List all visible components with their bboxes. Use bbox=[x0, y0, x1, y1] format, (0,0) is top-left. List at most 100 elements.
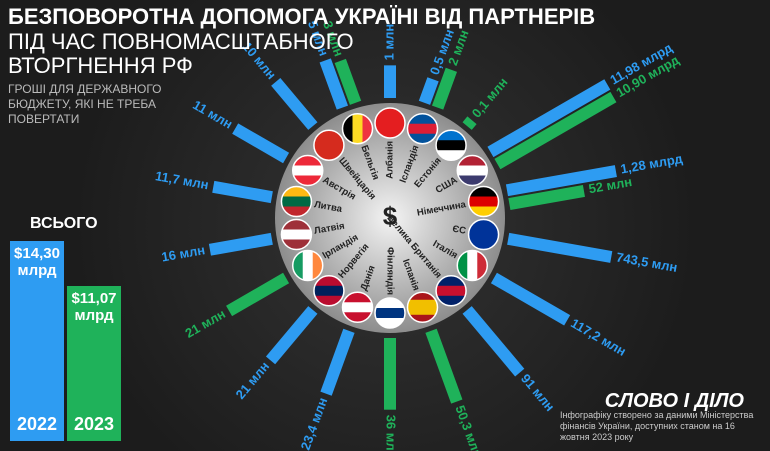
flag-stripe bbox=[436, 295, 467, 306]
flag-border bbox=[341, 291, 374, 324]
flag bbox=[375, 298, 405, 328]
description: ГРОШІ ДЛЯ ДЕРЖАВНОГО БЮДЖЕТУ, ЯКІ НЕ ТРЕ… bbox=[8, 82, 162, 126]
flag-stripe bbox=[407, 133, 438, 144]
flag bbox=[292, 155, 323, 186]
bar bbox=[418, 77, 439, 105]
flag bbox=[468, 219, 499, 250]
flag-border bbox=[341, 112, 374, 145]
flag-stripe bbox=[313, 285, 344, 297]
flag-stripe bbox=[313, 130, 344, 161]
bar bbox=[494, 91, 617, 170]
flag bbox=[468, 186, 499, 217]
flag bbox=[281, 186, 312, 217]
flag-border bbox=[291, 249, 324, 282]
bar bbox=[462, 116, 477, 130]
bar bbox=[265, 306, 318, 365]
flag-border bbox=[456, 249, 489, 282]
flag-stripe bbox=[457, 250, 468, 281]
country-label: Фінляндія bbox=[384, 247, 395, 295]
flag bbox=[313, 130, 344, 161]
bar bbox=[508, 185, 585, 210]
year-label: 2022 bbox=[16, 414, 58, 434]
flag-border bbox=[435, 129, 467, 161]
flag-stripe bbox=[342, 302, 373, 313]
value-label: 11 млн bbox=[190, 97, 235, 132]
flag-border bbox=[467, 185, 500, 218]
bar bbox=[490, 272, 571, 326]
value-label: 16 млн bbox=[160, 242, 206, 264]
flag bbox=[342, 292, 373, 323]
value-label: 52 млн bbox=[587, 174, 633, 196]
year-label: 2023 bbox=[73, 414, 115, 434]
value-label: 36 млн bbox=[384, 415, 399, 451]
flag-stripe bbox=[312, 250, 323, 281]
bar bbox=[507, 232, 613, 263]
flag-stripe bbox=[313, 275, 344, 287]
country-label: ЄС bbox=[451, 224, 466, 237]
flag-stripe bbox=[281, 219, 312, 230]
flag-border bbox=[280, 218, 313, 251]
total-value-label: $14,30 млрд bbox=[14, 245, 60, 279]
bar bbox=[384, 338, 396, 410]
flag-border bbox=[291, 154, 324, 187]
bar bbox=[505, 165, 617, 197]
flag-stripe bbox=[281, 186, 312, 198]
flag-border bbox=[456, 154, 489, 187]
flag-stripe bbox=[407, 299, 438, 308]
flag-stripe bbox=[292, 155, 323, 166]
flag bbox=[342, 113, 373, 144]
bar bbox=[232, 123, 290, 164]
value-label: 117,2 млн bbox=[568, 315, 628, 359]
bar bbox=[319, 58, 349, 110]
flag-stripe bbox=[375, 108, 405, 138]
flag bbox=[407, 292, 438, 323]
value-label: 23,4 млн bbox=[298, 395, 331, 451]
bar bbox=[487, 79, 611, 158]
logo: СЛОВО І ДІЛО bbox=[604, 390, 744, 412]
flag-border bbox=[280, 185, 313, 218]
bar bbox=[271, 77, 318, 130]
flag-stripe bbox=[436, 275, 467, 287]
flag-stripe bbox=[467, 250, 478, 281]
flag-border bbox=[467, 218, 500, 251]
total-bar: $11,07 млрд 2023 bbox=[67, 286, 121, 441]
bar bbox=[226, 272, 290, 317]
flag-stripe bbox=[407, 123, 438, 135]
flag-stripe bbox=[436, 285, 467, 297]
flag-stripe bbox=[342, 312, 373, 323]
flag-stripe bbox=[292, 250, 304, 281]
value-label: 0,1 млн bbox=[469, 75, 511, 121]
value-label: 11,7 млн bbox=[154, 168, 210, 192]
flag-stripe bbox=[457, 155, 488, 166]
value-label: 1,28 млрд bbox=[619, 151, 684, 177]
flag-stripe bbox=[313, 295, 344, 306]
flag-stripe bbox=[468, 186, 499, 198]
flag-border bbox=[313, 129, 345, 161]
flag-border bbox=[406, 291, 439, 324]
value-label: 21 млн bbox=[233, 359, 273, 402]
subtitle: ПІД ЧАС ПОВНОМАСШТАБНОГО ВТОРГНЕННЯ РФ bbox=[8, 29, 354, 78]
flag-stripe bbox=[375, 318, 405, 328]
value-label: 1 млн bbox=[381, 24, 396, 61]
flag bbox=[281, 219, 312, 250]
total-value-label: $11,07 млрд bbox=[71, 290, 117, 325]
flag-stripe bbox=[457, 165, 488, 176]
flag bbox=[436, 275, 467, 306]
total-bar: $14,30 млрд 2022 bbox=[10, 241, 64, 441]
totals-title: ВСЬОГО bbox=[30, 215, 98, 232]
country-label: Албанія bbox=[385, 141, 396, 179]
flag-stripe bbox=[457, 175, 488, 186]
flag bbox=[436, 130, 467, 161]
flag-stripe bbox=[407, 113, 438, 125]
flag-stripe bbox=[292, 165, 323, 176]
flag-stripe bbox=[407, 307, 438, 316]
flag-stripe bbox=[292, 175, 323, 186]
title: БЕЗПОВОРОТНА ДОПОМОГА УКРАЇНІ ВІД ПАРТНЕ… bbox=[8, 4, 596, 29]
flag bbox=[292, 250, 323, 281]
value-label: 743,5 млн bbox=[615, 249, 679, 275]
value-label: 50,3 млн bbox=[452, 403, 485, 451]
flag-stripe bbox=[407, 314, 438, 323]
flag-stripe bbox=[281, 239, 312, 250]
